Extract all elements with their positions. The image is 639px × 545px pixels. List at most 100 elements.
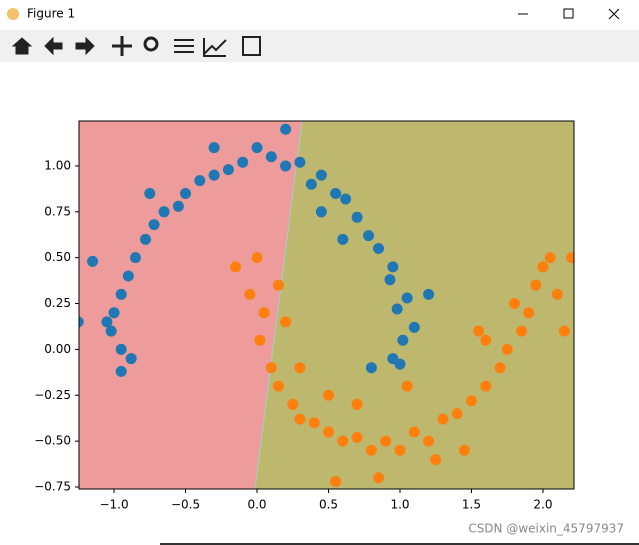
close-button[interactable]	[608, 8, 620, 20]
point	[394, 358, 406, 370]
point	[323, 389, 335, 401]
back-button[interactable]	[44, 36, 63, 56]
point	[387, 261, 399, 273]
point	[172, 200, 184, 212]
title-bar	[0, 0, 639, 30]
point	[294, 156, 306, 168]
point	[408, 426, 420, 438]
y-tick-label: 0.75	[44, 204, 71, 218]
watermark: CSDN @weixin_45797937	[468, 522, 624, 536]
point	[115, 288, 127, 300]
point	[401, 380, 413, 392]
maximize-button[interactable]	[563, 8, 574, 19]
point	[129, 252, 141, 264]
point	[551, 288, 563, 300]
y-tick-label: 1.00	[44, 158, 71, 172]
pan-button[interactable]	[112, 36, 132, 56]
point	[222, 164, 234, 176]
point	[148, 219, 160, 231]
point	[244, 288, 256, 300]
x-tick-label: −0.5	[171, 498, 200, 512]
point	[397, 334, 409, 346]
point	[105, 325, 117, 337]
point	[330, 475, 342, 487]
zoom-button[interactable]	[143, 36, 159, 52]
point	[473, 325, 485, 337]
app-icon	[7, 8, 19, 20]
point	[373, 472, 385, 484]
point	[87, 255, 99, 267]
y-tick-label: 0.00	[44, 342, 71, 356]
region	[79, 121, 256, 489]
point	[337, 233, 349, 245]
point	[315, 169, 327, 181]
point	[251, 142, 263, 154]
point	[544, 252, 556, 264]
configure-button[interactable]	[174, 39, 194, 53]
region	[255, 121, 574, 489]
point	[458, 444, 470, 456]
window-title: Figure 1	[27, 7, 75, 21]
point	[480, 380, 492, 392]
point	[305, 178, 317, 190]
point	[537, 261, 549, 273]
point	[340, 193, 352, 205]
point	[508, 298, 520, 310]
point	[430, 453, 442, 465]
y-tick-label: 0.50	[44, 250, 71, 264]
y-tick-label: −0.75	[34, 479, 71, 493]
point	[280, 160, 292, 172]
point	[315, 206, 327, 218]
point	[323, 426, 335, 438]
point	[258, 307, 270, 319]
point	[351, 398, 363, 410]
point	[280, 123, 292, 135]
point	[272, 279, 284, 291]
point	[287, 398, 299, 410]
point	[294, 413, 306, 425]
point	[308, 417, 320, 429]
x-tick-label: 1.5	[462, 498, 481, 512]
point	[79, 316, 84, 328]
point	[115, 365, 127, 377]
point	[516, 325, 528, 337]
point	[122, 270, 134, 282]
y-tick-label: −0.50	[34, 434, 71, 448]
point	[208, 169, 220, 181]
point	[558, 325, 570, 337]
point	[465, 395, 477, 407]
point	[125, 353, 137, 365]
point	[180, 187, 192, 199]
x-tick-label: 0.0	[247, 498, 266, 512]
point	[530, 279, 542, 291]
point	[391, 303, 403, 315]
toolbar	[0, 30, 639, 62]
point	[351, 211, 363, 223]
point	[423, 435, 435, 447]
point	[265, 151, 277, 163]
point	[523, 307, 535, 319]
forward-button[interactable]	[75, 36, 95, 56]
home-button[interactable]	[11, 37, 33, 55]
edit-button[interactable]	[203, 38, 227, 57]
save-button[interactable]	[242, 36, 261, 56]
point	[237, 156, 249, 168]
point	[380, 435, 392, 447]
decision-boundary	[254, 121, 303, 489]
x-tick-label: 1.0	[390, 498, 409, 512]
y-tick-label: 0.25	[44, 296, 71, 310]
point	[373, 242, 385, 254]
point	[254, 334, 266, 346]
point	[144, 187, 156, 199]
point	[423, 288, 435, 300]
point	[394, 444, 406, 456]
point	[158, 206, 170, 218]
point	[272, 380, 284, 392]
x-tick-label: −1.0	[99, 498, 128, 512]
point	[401, 292, 413, 304]
y-tick-label: −0.25	[34, 388, 71, 402]
point	[451, 408, 463, 420]
point	[194, 175, 206, 187]
point	[351, 431, 363, 443]
point	[294, 362, 306, 374]
